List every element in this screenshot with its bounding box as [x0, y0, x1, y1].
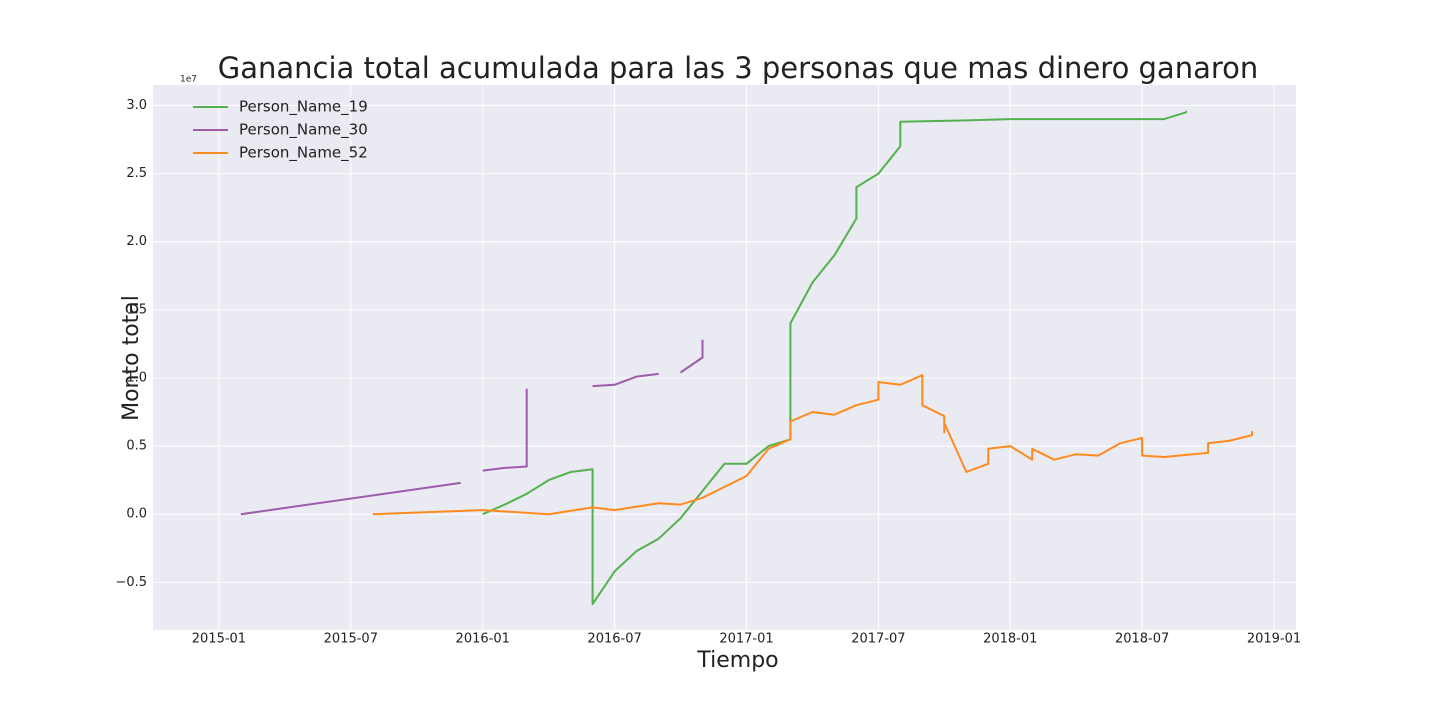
y-tick-label: −0.5 [115, 575, 147, 590]
series-line [240, 339, 704, 516]
legend: Person_Name_19 Person_Name_30 Person_Name_… [193, 98, 368, 163]
grid [153, 85, 1296, 630]
legend-label: Person_Name_52 [239, 144, 368, 163]
legend-label: Person_Name_19 [239, 98, 368, 117]
x-tick-label: 2015-01 [192, 632, 246, 647]
chart-title: Ganancia total acumulada para las 3 pers… [218, 51, 1259, 85]
x-tick-label: 2016-07 [587, 632, 641, 647]
y-offset-label: 1e7 [180, 75, 197, 85]
x-tick-label: 2017-07 [851, 632, 905, 647]
x-axis-label: Tiempo [696, 648, 778, 673]
x-tick-label: 2016-01 [456, 632, 510, 647]
y-tick-label: 2.0 [126, 234, 147, 249]
x-tick-label: 2015-07 [324, 632, 378, 647]
x-tick-label: 2018-01 [983, 632, 1037, 647]
y-tick-label: 0.0 [126, 507, 147, 522]
lines [240, 110, 1253, 606]
y-tick-label: 2.5 [126, 166, 147, 181]
series-line [482, 110, 1188, 606]
series-line [372, 374, 1253, 516]
plot-area [153, 85, 1296, 630]
y-tick-label: 3.0 [126, 98, 147, 113]
y-tick-label: 1.5 [126, 302, 147, 317]
x-tick-label: 2017-01 [719, 632, 773, 647]
y-tick-label: 0.5 [126, 439, 147, 454]
x-tick-label: 2019-01 [1247, 632, 1301, 647]
legend-label: Person_Name_30 [239, 121, 368, 140]
y-tick-label: 1.0 [126, 370, 147, 385]
x-tick-label: 2018-07 [1115, 632, 1169, 647]
y-axis-label: Monto total [119, 295, 144, 421]
